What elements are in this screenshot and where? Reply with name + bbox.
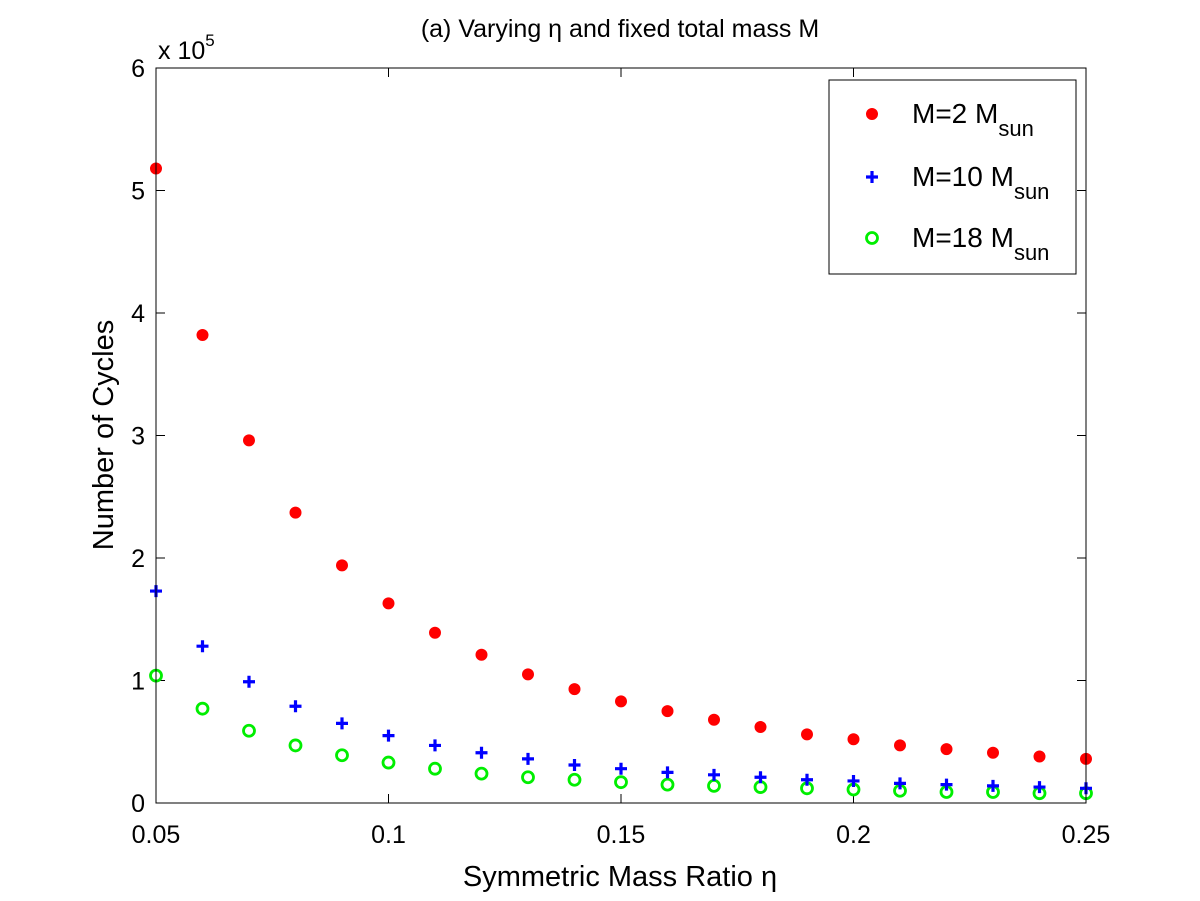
- data-point-dot: [382, 597, 395, 610]
- y-tick-label: 1: [131, 668, 145, 696]
- data-point-plus: [940, 778, 953, 791]
- data-point-plus: [196, 640, 209, 653]
- y-multiplier: x 105: [158, 31, 215, 65]
- data-point-dot: [940, 743, 953, 756]
- data-point-plus: [615, 762, 627, 775]
- data-point-dot: [708, 713, 720, 726]
- data-point-dot: [615, 695, 627, 708]
- legend-entry-subscript: sun: [1014, 240, 1049, 265]
- data-point-plus: [568, 759, 581, 772]
- legend-marker-plus: [866, 171, 878, 183]
- legend-entry-subscript: sun: [1014, 179, 1049, 204]
- data-point-dot: [568, 683, 581, 696]
- legend-marker-circle: [865, 231, 879, 245]
- series-dot: [150, 162, 1092, 765]
- data-point-circle: [428, 761, 442, 776]
- data-point-dot: [289, 506, 302, 519]
- data-point-dot: [754, 721, 767, 734]
- data-point-dot: [196, 329, 209, 342]
- data-point-plus: [243, 675, 255, 688]
- data-point-plus: [336, 717, 348, 730]
- legend-entry-name: M=18 M: [912, 222, 1014, 253]
- data-point-circle: [288, 738, 303, 753]
- data-point-plus: [987, 779, 999, 792]
- x-axis-label: Symmetric Mass Ratio η: [463, 861, 777, 893]
- data-point-dot: [661, 705, 674, 718]
- data-point-dot: [475, 648, 488, 661]
- data-point-dot: [847, 733, 860, 746]
- data-point-plus: [754, 771, 767, 784]
- data-point-circle: [521, 770, 535, 785]
- data-point-circle: [242, 723, 256, 738]
- legend-entry-name: M=2 M: [912, 98, 998, 129]
- chart-title: (a) Varying η and fixed total mass M: [421, 15, 819, 43]
- legend-entry-name: M=10 M: [912, 161, 1014, 192]
- y-tick-label: 3: [131, 423, 145, 451]
- data-point-plus: [894, 777, 906, 790]
- y-tick-label: 2: [131, 545, 145, 573]
- legend-marker-dot: [866, 108, 878, 120]
- data-point-circle: [335, 748, 349, 763]
- data-point-plus: [289, 700, 302, 713]
- data-point-dot: [243, 434, 255, 447]
- legend-entry-label: M=18 Msun: [912, 222, 1049, 265]
- axis-ticks: 0.05 0.1 0.15 0.2 0.25 0 1 2 3 4 5 6: [131, 55, 1110, 849]
- data-point-dot: [894, 739, 906, 752]
- data-point-plus: [522, 752, 534, 765]
- x-tick-label: 0.2: [836, 821, 871, 849]
- data-point-circle: [614, 775, 628, 790]
- data-point-circle: [474, 766, 489, 781]
- legend-entry-label: M=10 Msun: [912, 161, 1049, 204]
- legend-entry-label: M=2 Msun: [912, 98, 1034, 141]
- y-tick-label: 4: [131, 300, 145, 328]
- data-point-plus: [847, 774, 860, 787]
- data-point-circle: [660, 777, 675, 792]
- data-point-plus: [801, 773, 813, 786]
- y-tick-label: 0: [131, 790, 145, 818]
- x-tick-label: 0.05: [132, 821, 181, 849]
- data-point-circle: [381, 755, 396, 770]
- data-point-plus: [475, 746, 488, 759]
- data-point-plus: [708, 768, 720, 781]
- y-multiplier-exponent: 5: [205, 31, 214, 50]
- data-point-plus: [661, 766, 674, 779]
- x-tick-label: 0.15: [597, 821, 646, 849]
- data-point-dot: [429, 626, 441, 639]
- legend-entry-subscript: sun: [998, 116, 1033, 141]
- y-tick-label: 5: [131, 178, 145, 206]
- x-tick-label: 0.1: [371, 821, 406, 849]
- data-point-circle: [195, 701, 210, 716]
- y-multiplier-base: x 10: [158, 37, 205, 65]
- y-axis-label: Number of Cycles: [88, 320, 120, 550]
- data-point-dot: [336, 559, 348, 572]
- data-point-plus: [1033, 781, 1046, 794]
- data-point-plus: [429, 739, 441, 752]
- data-point-dot: [1033, 750, 1046, 763]
- data-point-dot: [801, 728, 813, 741]
- y-tick-label: 6: [131, 55, 145, 83]
- plot-frame: [155, 67, 1087, 804]
- data-point-circle: [567, 772, 582, 787]
- x-tick-label: 0.25: [1062, 821, 1111, 849]
- data-point-dot: [522, 668, 534, 681]
- data-point-dot: [987, 746, 999, 759]
- data-point-plus: [382, 729, 395, 742]
